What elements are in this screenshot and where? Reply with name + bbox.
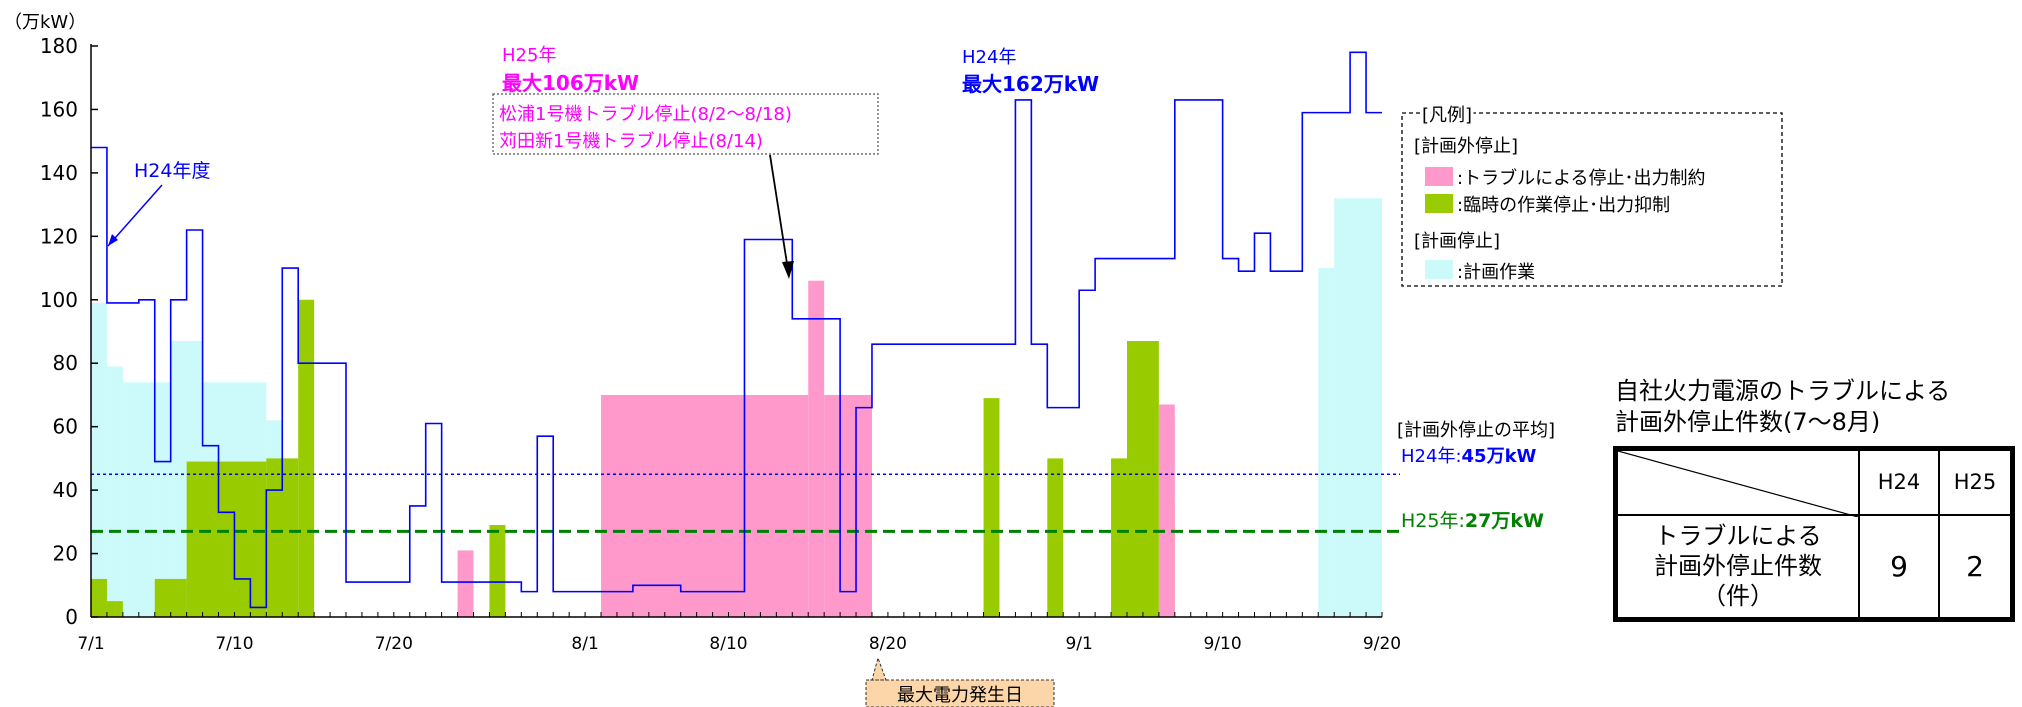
area-segment-0-0 [91,302,107,617]
row-label-line3: （件） [1702,582,1774,611]
legend-swatch-trouble [1425,167,1453,186]
legend-item-trouble: :トラブルによる停止･出力制約 [1457,167,1706,189]
x-tick-label: 7/1 [77,634,104,654]
area-segment-1-4 [186,461,267,617]
legend-title: [凡例] [1422,105,1472,126]
header-h25: H25 [1938,447,2014,516]
legend-item-temporary: :臨時の作業停止･出力抑制 [1457,195,1670,216]
area-segment-1-3 [154,578,187,617]
h24-peak-year: H24年 [962,47,1016,68]
h24-avg-label: H24年:45万kW [1401,446,1537,467]
area-segment-1-1 [106,601,123,617]
y-tick-label: 20 [53,542,78,566]
area-segment-0-3 [154,382,171,617]
h24-step-line [91,51,1382,609]
h24-fy-arrow [107,184,163,247]
y-tick-label: 0 [65,605,78,629]
axes: 0 20 40 60 80 100 120 140 160 180 7/1 7/10 7/20 8/1 8/… [40,34,1401,654]
area-segment-1-6 [298,299,315,617]
trouble-arrow [769,154,789,271]
trouble-note-2: 苅田新1号機トラブル停止(8/14) [499,130,763,152]
row-label: トラブルによる 計画外停止件数 （件） [1614,513,1860,621]
reference-lines [91,473,1400,533]
area-series [91,198,1382,617]
area-segment-0-2 [122,382,155,617]
y-tick-label: 140 [40,161,78,185]
area-segment-2-2 [601,394,809,617]
y-tick-label: 120 [40,224,78,248]
legend-group-planned: [計画停止] [1414,231,1500,252]
area-segment-1-12 [1047,458,1064,617]
area-segment-2-3 [808,280,825,617]
area-segment-1-8 [489,525,506,617]
h25-peak-value: 最大106万kW [502,71,639,95]
max-demand-label: 最大電力発生日 [897,685,1023,706]
legend-swatch-planned [1425,260,1453,279]
side-table-title-line1: 自社火力電源のトラブルによる [1615,377,1951,405]
area-segment-2-4 [824,394,872,617]
area-segment-1-0 [91,578,107,617]
y-tick-label: 60 [53,415,78,439]
x-tick-label: 9/20 [1363,634,1401,654]
trouble-count-table: H24 H25 トラブルによる 計画外停止件数 （件） 9 2 [1613,446,2015,622]
side-table-title-line2: 計画外停止件数(7～8月) [1615,408,1881,436]
x-tick-label: 7/10 [215,634,253,654]
h25-count: 2 [1938,513,2014,621]
row-label-line2: 計画外停止件数 [1654,552,1822,581]
trouble-note-1: 松浦1号機トラブル停止(8/2～8/18) [499,103,792,125]
x-tick-label: 9/10 [1204,634,1242,654]
side-table-title: 自社火力電源のトラブルによる 計画外停止件数(7～8月) [1615,376,1950,438]
header-h24: H24 [1858,447,1940,516]
y-axis-unit: （万kW） [4,12,86,33]
area-segment-2-6 [1158,404,1175,617]
area-segment-1-14 [1111,458,1127,617]
h24-peak-value: 最大162万kW [962,72,1099,96]
header-empty-cell [1614,447,1860,517]
avg-heading: [計画外停止の平均] [1397,420,1555,441]
y-tick-label: 180 [40,34,78,58]
trouble-arrowhead [782,261,794,279]
area-segment-0-9 [1334,198,1382,617]
x-tick-label: 8/10 [709,634,747,654]
max-demand-callout [865,656,1055,707]
h24-count: 9 [1858,513,1940,621]
diagonal-line [1618,451,1858,517]
row-label-line1: トラブルによる [1654,522,1822,551]
trouble-note-box [492,93,879,155]
y-tick-label: 100 [40,288,78,312]
area-segment-0-8 [1318,268,1335,617]
h25-peak-year: H25年 [502,45,556,66]
h24-fy-arrowhead [108,234,118,246]
h24-line [91,51,1382,609]
area-segment-1-10 [983,398,1000,617]
legend-box [1401,112,1783,287]
y-tick-label: 40 [53,478,78,502]
x-tick-label: 8/20 [869,634,907,654]
x-tick-label: 7/20 [375,634,413,654]
h25-avg-label: H25年:27万kW [1401,510,1544,532]
x-tick-label: 8/1 [571,634,598,654]
area-segment-0-1 [106,366,123,617]
h24-fy-label: H24年度 [134,160,210,182]
x-tick-label: 9/1 [1065,634,1092,654]
y-tick-label: 80 [53,351,78,375]
area-segment-1-15 [1126,341,1159,617]
y-tick-label: 160 [40,97,78,121]
legend-item-planned: :計画作業 [1457,262,1535,283]
legend-swatch-temporary [1425,194,1453,213]
area-segment-2-0 [457,550,474,617]
legend-group-unplanned: [計画外停止] [1414,136,1518,157]
